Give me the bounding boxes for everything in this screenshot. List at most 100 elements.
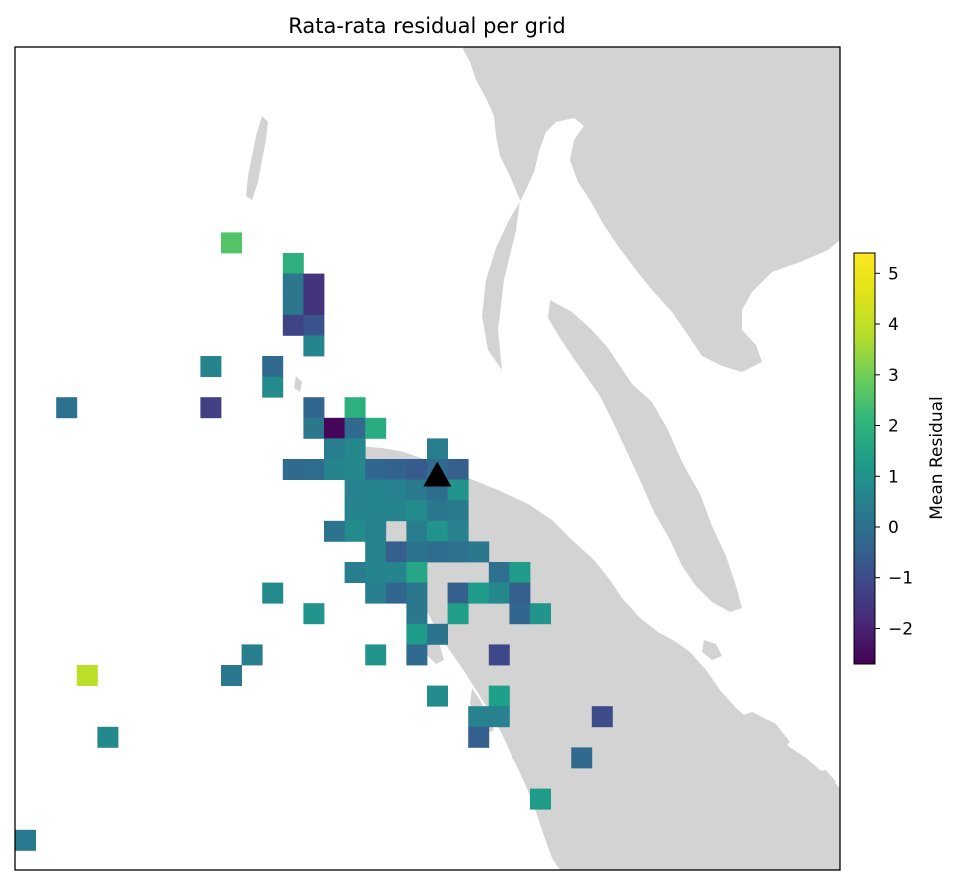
residual-cell bbox=[447, 459, 469, 480]
land-nicobar bbox=[294, 376, 302, 392]
colorbar-gradient bbox=[853, 252, 876, 665]
residual-cell bbox=[406, 500, 428, 522]
colorbar-tick-label: −1 bbox=[888, 569, 913, 589]
residual-cell bbox=[365, 520, 387, 542]
residual-cell bbox=[406, 603, 428, 625]
residual-cell bbox=[15, 829, 36, 851]
residual-cell bbox=[427, 500, 448, 522]
residual-cell bbox=[303, 459, 325, 480]
station-triangle-marker bbox=[423, 461, 452, 487]
colorbar-tick-label: −2 bbox=[888, 620, 913, 640]
residual-cell bbox=[282, 253, 304, 274]
residual-cell bbox=[385, 459, 407, 480]
residual-cell bbox=[447, 500, 469, 522]
residual-cell bbox=[97, 726, 119, 748]
map-area bbox=[15, 47, 840, 870]
residual-cell bbox=[303, 314, 325, 336]
residual-cell bbox=[509, 582, 531, 604]
residual-cell bbox=[344, 520, 366, 542]
residual-cell bbox=[365, 500, 387, 522]
residual-cell bbox=[344, 438, 366, 460]
land-bangka bbox=[730, 712, 790, 752]
colorbar-tick-label: 0 bbox=[888, 518, 899, 538]
residual-cell bbox=[303, 294, 325, 316]
residual-cell bbox=[344, 562, 366, 583]
residual-cell bbox=[427, 541, 448, 563]
residual-cell bbox=[447, 582, 469, 604]
land-mainland-north bbox=[462, 47, 840, 372]
residual-cell bbox=[221, 665, 242, 686]
residual-cell bbox=[406, 520, 428, 542]
residual-cell bbox=[427, 623, 448, 645]
residual-cell bbox=[56, 397, 78, 419]
residual-cell bbox=[385, 582, 407, 604]
residual-cell bbox=[282, 459, 304, 480]
residual-cell bbox=[488, 582, 510, 604]
residual-cell bbox=[427, 520, 448, 542]
residual-cell bbox=[406, 479, 428, 501]
residual-cell bbox=[488, 644, 510, 666]
residual-cell bbox=[303, 603, 325, 625]
residual-cell bbox=[344, 417, 366, 439]
residual-cell bbox=[324, 417, 345, 439]
residual-cell bbox=[385, 500, 407, 522]
residual-cell bbox=[365, 644, 387, 666]
residual-cell bbox=[385, 541, 407, 563]
residual-cell bbox=[406, 582, 428, 604]
residual-cell bbox=[488, 706, 510, 728]
residual-cell bbox=[447, 479, 469, 501]
residual-cell bbox=[324, 520, 345, 542]
residual-cell bbox=[200, 397, 222, 419]
colorbar-tick-label: 2 bbox=[888, 417, 899, 437]
residual-cell bbox=[262, 376, 284, 398]
chart-title: Rata-rata residual per grid bbox=[288, 14, 566, 38]
colorbar-tick-label: 3 bbox=[888, 366, 899, 386]
colorbar-tick-label: 4 bbox=[888, 315, 899, 335]
colorbar: 5 4 3 2 1 0 −1 −2 Mean Residual bbox=[853, 252, 947, 665]
residual-cell bbox=[282, 314, 304, 336]
residual-cell bbox=[303, 335, 325, 357]
residual-cell bbox=[385, 562, 407, 583]
residual-cell bbox=[571, 747, 593, 769]
residual-cell bbox=[365, 479, 387, 501]
residual-cell bbox=[468, 706, 490, 728]
residual-cell bbox=[324, 459, 345, 480]
residual-cell bbox=[447, 603, 469, 625]
land-siberut bbox=[510, 740, 524, 770]
residual-cell bbox=[406, 623, 428, 645]
land-peninsula bbox=[548, 300, 742, 612]
residual-cell bbox=[344, 397, 366, 419]
land-riau bbox=[702, 640, 722, 660]
residual-cell bbox=[324, 438, 345, 460]
colorbar-tick-label: 5 bbox=[888, 264, 899, 284]
residual-cell bbox=[303, 273, 325, 295]
residual-cell bbox=[365, 541, 387, 563]
residual-cell bbox=[488, 562, 510, 583]
residual-cell bbox=[303, 397, 325, 419]
residual-cell bbox=[282, 294, 304, 316]
residual-cell bbox=[262, 582, 284, 604]
land-mentawai bbox=[548, 786, 566, 818]
residual-cell bbox=[344, 459, 366, 480]
residual-cell bbox=[488, 685, 510, 707]
residual-cell bbox=[365, 582, 387, 604]
land-andaman bbox=[246, 116, 268, 200]
residual-cell bbox=[468, 582, 490, 604]
residual-cell bbox=[427, 438, 448, 460]
residual-cell bbox=[406, 541, 428, 563]
residual-cell bbox=[530, 603, 551, 625]
land-belitung bbox=[808, 770, 836, 792]
residual-cell bbox=[447, 541, 469, 563]
colorbar-tick-label: 1 bbox=[888, 467, 899, 487]
residual-cell bbox=[406, 562, 428, 583]
residual-cell bbox=[282, 273, 304, 295]
residual-cell bbox=[509, 603, 531, 625]
residual-cell bbox=[344, 479, 366, 501]
residual-cell bbox=[591, 706, 613, 728]
residual-cell bbox=[344, 500, 366, 522]
map-frame bbox=[14, 46, 841, 871]
residual-cell bbox=[385, 479, 407, 501]
colorbar-label: Mean Residual bbox=[927, 396, 947, 520]
residual-cell bbox=[427, 685, 448, 707]
